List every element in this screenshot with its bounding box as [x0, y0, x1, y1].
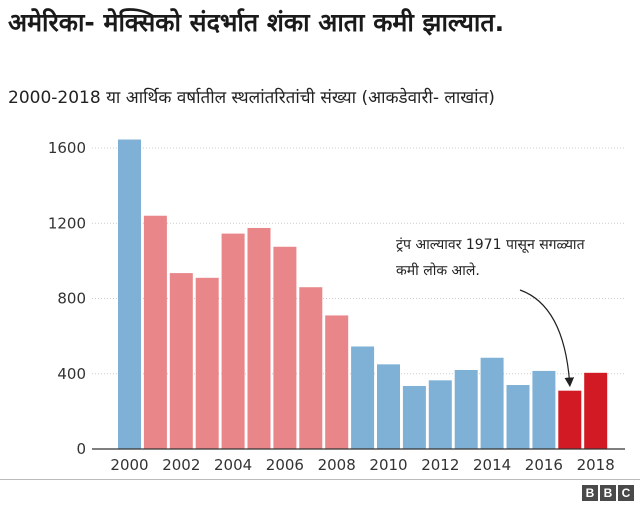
- logo-letter: B: [582, 485, 598, 501]
- bar-2010: [377, 364, 400, 449]
- bar-2016: [532, 370, 556, 449]
- bar-2003: [195, 277, 219, 449]
- bar-2006: [273, 246, 297, 449]
- logo-letter: C: [618, 485, 634, 501]
- x-tick-label: 2002: [162, 456, 200, 474]
- y-tick-label: 800: [57, 290, 86, 308]
- bar-2018: [584, 372, 608, 449]
- x-tick-label: 2008: [318, 456, 356, 474]
- bar-2000: [118, 139, 141, 450]
- y-tick-label: 0: [76, 440, 86, 458]
- bar-2017: [558, 390, 582, 449]
- x-tick-label: 2000: [110, 456, 148, 474]
- logo-letter: B: [600, 485, 616, 501]
- bar-2008: [325, 315, 349, 449]
- annotation-text-line: कमी लोक आले.: [396, 262, 480, 279]
- x-tick-label: 2010: [369, 456, 407, 474]
- bar-2011: [402, 385, 426, 449]
- bar-2002: [169, 273, 193, 449]
- x-tick-label: 2004: [214, 456, 252, 474]
- chart-subtitle: 2000-2018 या आर्थिक वर्षातील स्थलांतरिता…: [8, 88, 495, 108]
- bar-2015: [506, 385, 530, 449]
- y-tick-label: 400: [57, 365, 86, 383]
- bars: [118, 139, 608, 450]
- bar-2004: [221, 233, 245, 449]
- bar-2005: [247, 227, 271, 449]
- bar-2013: [454, 369, 478, 449]
- bar-2014: [480, 357, 504, 449]
- x-tick-label: 2012: [421, 456, 459, 474]
- y-tick-label: 1600: [48, 139, 86, 157]
- bbc-logo: B B C: [582, 485, 634, 501]
- x-tick-label: 2014: [473, 456, 511, 474]
- bar-2012: [428, 380, 452, 449]
- x-tick-label: 2006: [266, 456, 304, 474]
- annotation-arrow: [519, 289, 575, 388]
- bar-2001: [143, 215, 167, 449]
- axes: 0 400 800 1200 1600 2000 2002 2004 2006 2008 2010 2…: [48, 139, 625, 474]
- bar-2009: [351, 346, 375, 449]
- annotation: ट्रंप आल्यावर 1971 पासून सगळ्यात कमी लोक …: [396, 237, 586, 388]
- chart-title: अमेरिका- मेक्सिको संदर्भात शंका आता कमी …: [8, 8, 505, 37]
- bar-chart: 0 400 800 1200 1600 2000 2002 2004 2006 2008 2010 2…: [48, 139, 625, 474]
- bar-2007: [299, 287, 323, 449]
- x-tick-label: 2018: [577, 456, 615, 474]
- footer-divider: [0, 479, 640, 480]
- x-tick-label: 2016: [525, 456, 563, 474]
- y-tick-label: 1200: [48, 214, 86, 232]
- annotation-text-line: ट्रंप आल्यावर 1971 पासून सगळ्यात: [396, 237, 586, 253]
